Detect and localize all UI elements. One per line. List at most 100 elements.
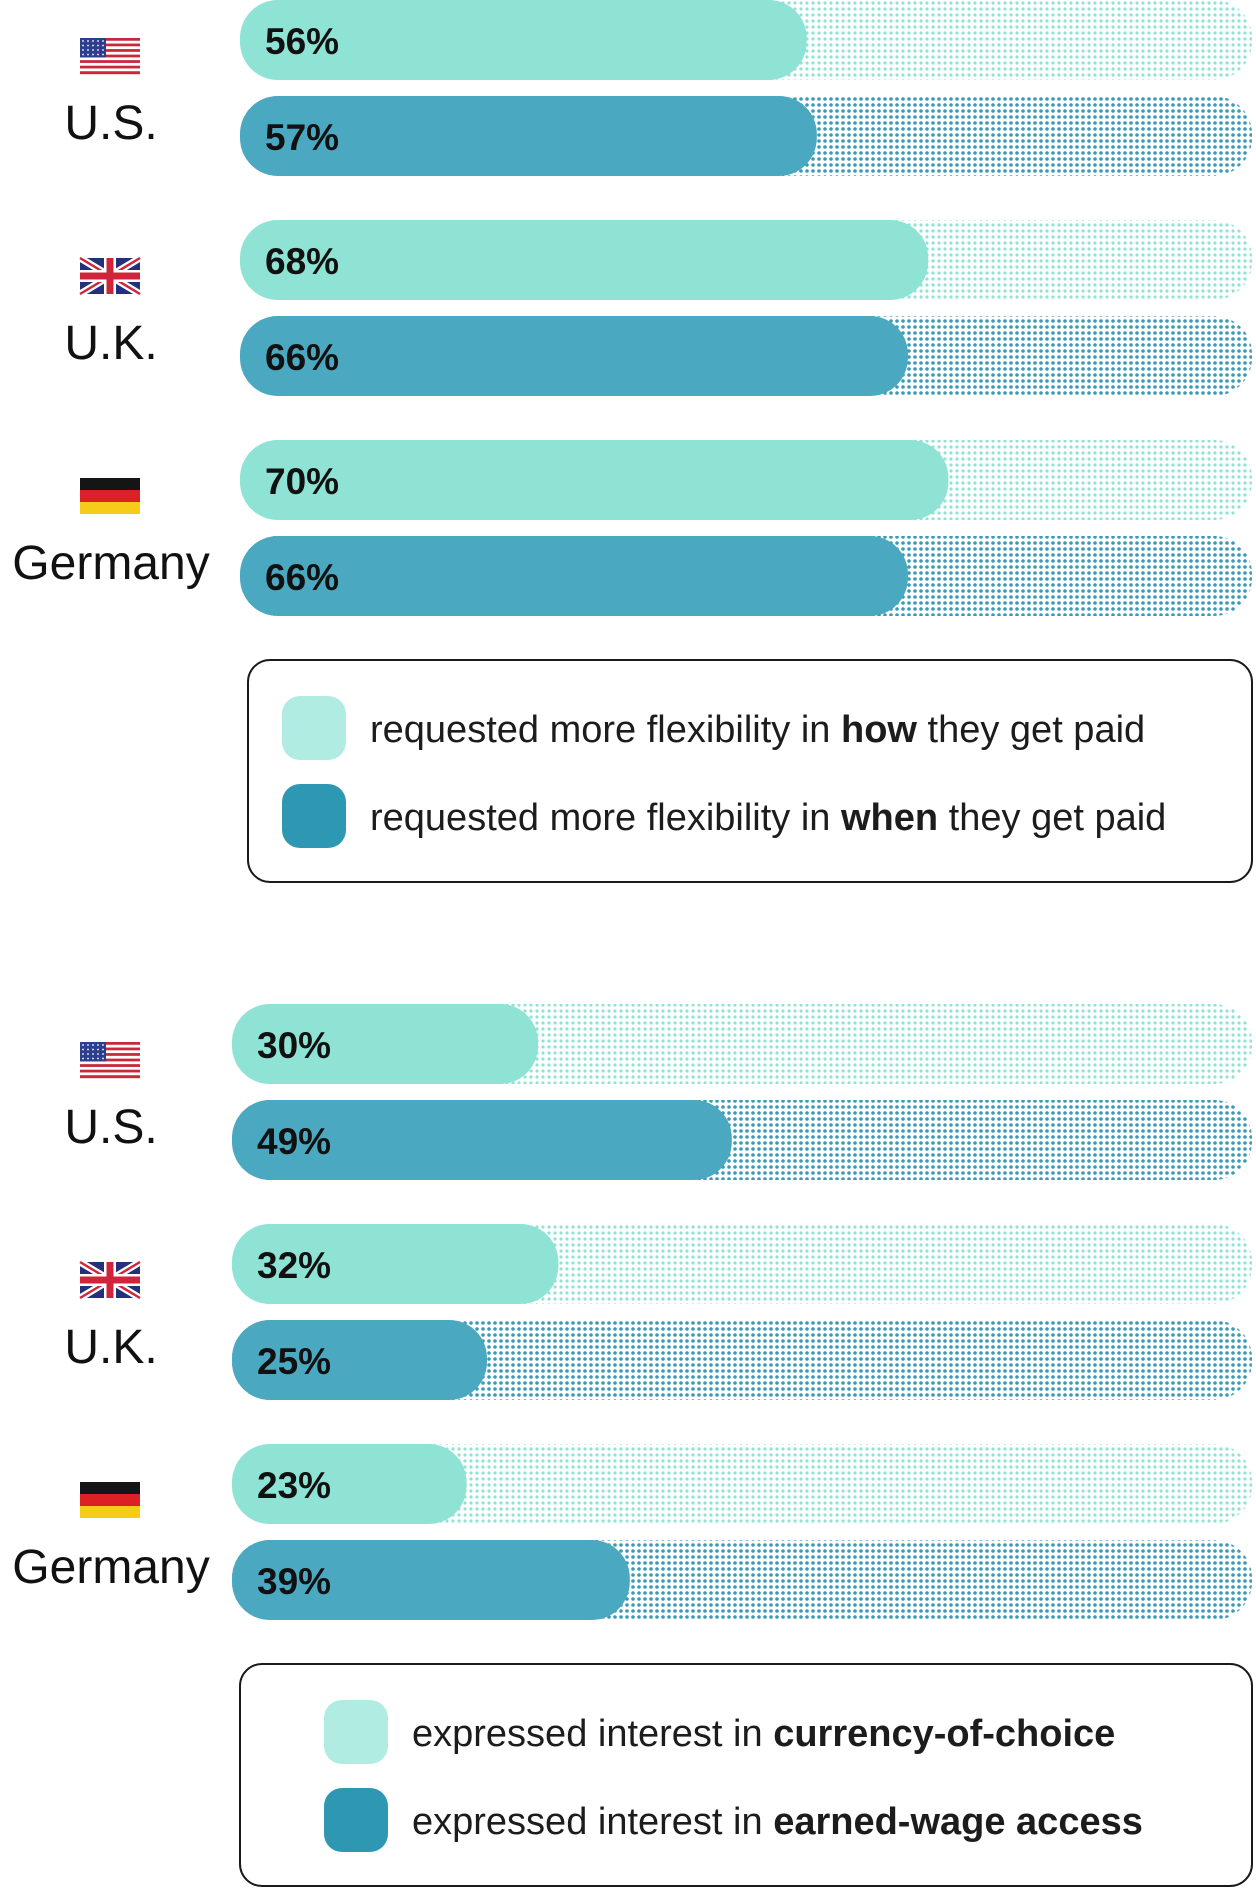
germany-flag-icon <box>80 1482 140 1518</box>
flag-star <box>92 1053 94 1055</box>
legend-label: expressed interest in earned-wage access <box>412 1801 1143 1843</box>
flag-stripe <box>80 38 140 41</box>
flag-stripe <box>80 1050 140 1054</box>
value-label-how: 30% <box>257 1025 331 1066</box>
flag-star <box>87 49 89 51</box>
flag-stripe <box>80 60 140 64</box>
flag-star <box>102 44 104 47</box>
bar-when <box>232 1540 630 1620</box>
flag-star <box>87 44 89 47</box>
flag-band-red <box>80 490 140 502</box>
legend: expressed interest in currency-of-choice… <box>239 1663 1253 1887</box>
flag-star <box>87 1057 89 1060</box>
legend-box <box>239 1663 1253 1887</box>
country-label: U.K. <box>64 317 157 370</box>
flag-star <box>92 49 94 51</box>
flag-stripe <box>80 43 140 47</box>
country-group: U.K. 68% 66% <box>64 220 1252 396</box>
country-label: U.K. <box>64 1321 157 1374</box>
country-group: Germany 70% 66% <box>12 440 1252 616</box>
country-label: U.S. <box>64 1101 157 1154</box>
legend: requested more flexibility in how they g… <box>247 659 1253 883</box>
chart-2: U.S. 30% 49% U.K. 32% 25% Germany 23% 39% express… <box>12 1004 1253 1887</box>
legend-label-suffix: they get paid <box>938 797 1166 839</box>
chart-1: U.S. 56% 57% U.K. 68% 66% Germany 70% 66% request… <box>12 0 1253 883</box>
legend-label-bold: earned-wage access <box>773 1801 1143 1843</box>
flag-star <box>82 40 84 42</box>
flag-stripe <box>80 1064 140 1068</box>
flag-stripe <box>80 1075 140 1079</box>
value-label-when: 66% <box>265 557 339 598</box>
flag-star <box>102 1053 104 1055</box>
flag-star <box>102 1044 104 1046</box>
flag-stripe <box>80 49 140 53</box>
flag-star <box>82 1044 84 1046</box>
legend-swatch-when <box>282 784 346 848</box>
bar-track-when <box>232 1320 1252 1400</box>
flag-band-gold <box>80 502 140 514</box>
legend-swatch-how <box>282 696 346 760</box>
flag-star <box>92 44 94 47</box>
flag-star <box>97 1044 99 1046</box>
flag-star <box>87 1048 89 1051</box>
flag-cross-red <box>80 1276 140 1284</box>
legend-label-prefix: expressed interest in <box>412 1713 773 1755</box>
flag-stripe <box>80 46 140 50</box>
flag-star <box>87 1044 89 1046</box>
country-label: Germany <box>12 537 209 590</box>
flag-stripe <box>80 1069 140 1073</box>
flag-stripe <box>80 1055 140 1059</box>
country-group: Germany 23% 39% <box>12 1444 1252 1620</box>
bar-how <box>240 440 949 520</box>
bar-when <box>232 1320 487 1400</box>
flag-star <box>92 1048 94 1051</box>
flag-star <box>102 40 104 42</box>
legend-label: expressed interest in currency-of-choice <box>412 1713 1115 1755</box>
flag-star <box>82 1053 84 1055</box>
bar-track-how <box>232 1444 1252 1524</box>
country-group: U.K. 32% 25% <box>64 1224 1252 1400</box>
flag-stripe <box>80 71 140 75</box>
flag-star <box>82 44 84 47</box>
us-flag-icon <box>80 38 140 75</box>
legend-label-bold: how <box>841 709 917 751</box>
flag-stripe <box>80 1072 140 1076</box>
flag-star <box>92 40 94 42</box>
flag-stripe <box>80 57 140 61</box>
flag-star <box>97 44 99 47</box>
legend-label-prefix: requested more flexibility in <box>370 709 841 751</box>
value-label-how: 32% <box>257 1245 331 1286</box>
country-label: Germany <box>12 1541 209 1594</box>
flag-stripe <box>80 1042 140 1045</box>
flag-star <box>92 1044 94 1046</box>
legend-label: requested more flexibility in when they … <box>370 797 1166 839</box>
flag-stripe <box>80 62 140 66</box>
bar-how <box>240 0 807 80</box>
flag-star <box>87 40 89 42</box>
uk-flag-icon <box>78 1258 142 1302</box>
country-group: U.S. 30% 49% <box>64 1004 1252 1180</box>
bar-when <box>240 316 908 396</box>
flag-star <box>87 1053 89 1055</box>
flag-star <box>82 53 84 56</box>
flag-band-gold <box>80 1506 140 1518</box>
value-label-how: 70% <box>265 461 339 502</box>
bar-when <box>240 96 817 176</box>
bar-how <box>240 220 929 300</box>
bar-when <box>232 1100 732 1180</box>
flag-star <box>102 1048 104 1051</box>
flag-star <box>92 1057 94 1060</box>
legend-label-prefix: expressed interest in <box>412 1801 773 1843</box>
country-label: U.S. <box>64 97 157 150</box>
value-label-when: 25% <box>257 1341 331 1382</box>
bar-when <box>240 536 908 616</box>
flag-star <box>82 1057 84 1060</box>
legend-label-bold: currency-of-choice <box>773 1713 1115 1755</box>
flag-star <box>102 49 104 51</box>
flag-star <box>97 53 99 56</box>
flag-stripe <box>80 1044 140 1048</box>
value-label-when: 49% <box>257 1121 331 1162</box>
flag-stripe <box>80 1058 140 1062</box>
flag-band-black <box>80 1482 140 1494</box>
